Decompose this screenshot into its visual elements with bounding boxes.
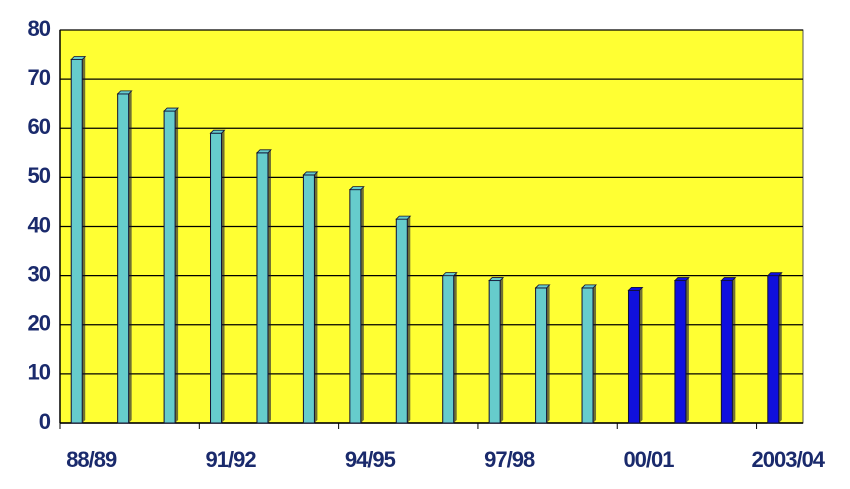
- bar-side: [407, 216, 411, 423]
- bar: [302, 174, 315, 424]
- x-tick-label: 00/01: [623, 447, 674, 472]
- bar-side: [82, 56, 86, 423]
- bar: [442, 275, 455, 424]
- y-tick-label: 10: [28, 360, 51, 385]
- bar-side: [360, 186, 364, 423]
- bar: [349, 189, 362, 424]
- bar-side: [221, 130, 225, 423]
- y-tick-label: 0: [39, 409, 51, 434]
- bar: [488, 280, 501, 424]
- bar: [674, 280, 687, 424]
- x-tick-label: 97/98: [484, 447, 535, 472]
- bar-side: [314, 171, 318, 423]
- bar-side: [500, 277, 504, 423]
- bar-side: [732, 277, 736, 423]
- bar-side: [453, 272, 457, 423]
- bar: [163, 110, 176, 424]
- x-tick-label: 91/92: [206, 447, 257, 472]
- bar-side: [685, 277, 689, 423]
- y-tick-label: 70: [28, 65, 51, 90]
- x-tick-label: 88/89: [66, 447, 117, 472]
- y-tick-label: 50: [28, 163, 51, 188]
- bar: [395, 218, 408, 424]
- bar: [535, 287, 548, 424]
- bar: [767, 275, 780, 424]
- y-tick-label: 30: [28, 261, 51, 286]
- bar-side: [639, 287, 643, 423]
- y-tick-label: 40: [28, 212, 51, 237]
- y-tick-label: 20: [28, 311, 51, 336]
- y-tick-label: 60: [28, 114, 51, 139]
- bar: [210, 132, 223, 424]
- bar: [117, 93, 130, 424]
- x-tick-label: 2003/04: [752, 447, 826, 472]
- bar-side: [778, 272, 782, 423]
- bar-side: [267, 149, 271, 423]
- bar: [720, 280, 733, 424]
- x-tick-label: 94/95: [345, 447, 396, 472]
- bar: [581, 287, 594, 424]
- y-tick-label: 80: [28, 16, 51, 41]
- bar: [256, 152, 269, 424]
- bar-side: [128, 90, 132, 424]
- bar: [70, 58, 83, 424]
- bar-side: [593, 284, 597, 423]
- bar-side: [546, 284, 550, 423]
- bar: [627, 289, 640, 424]
- bar-side: [175, 108, 179, 424]
